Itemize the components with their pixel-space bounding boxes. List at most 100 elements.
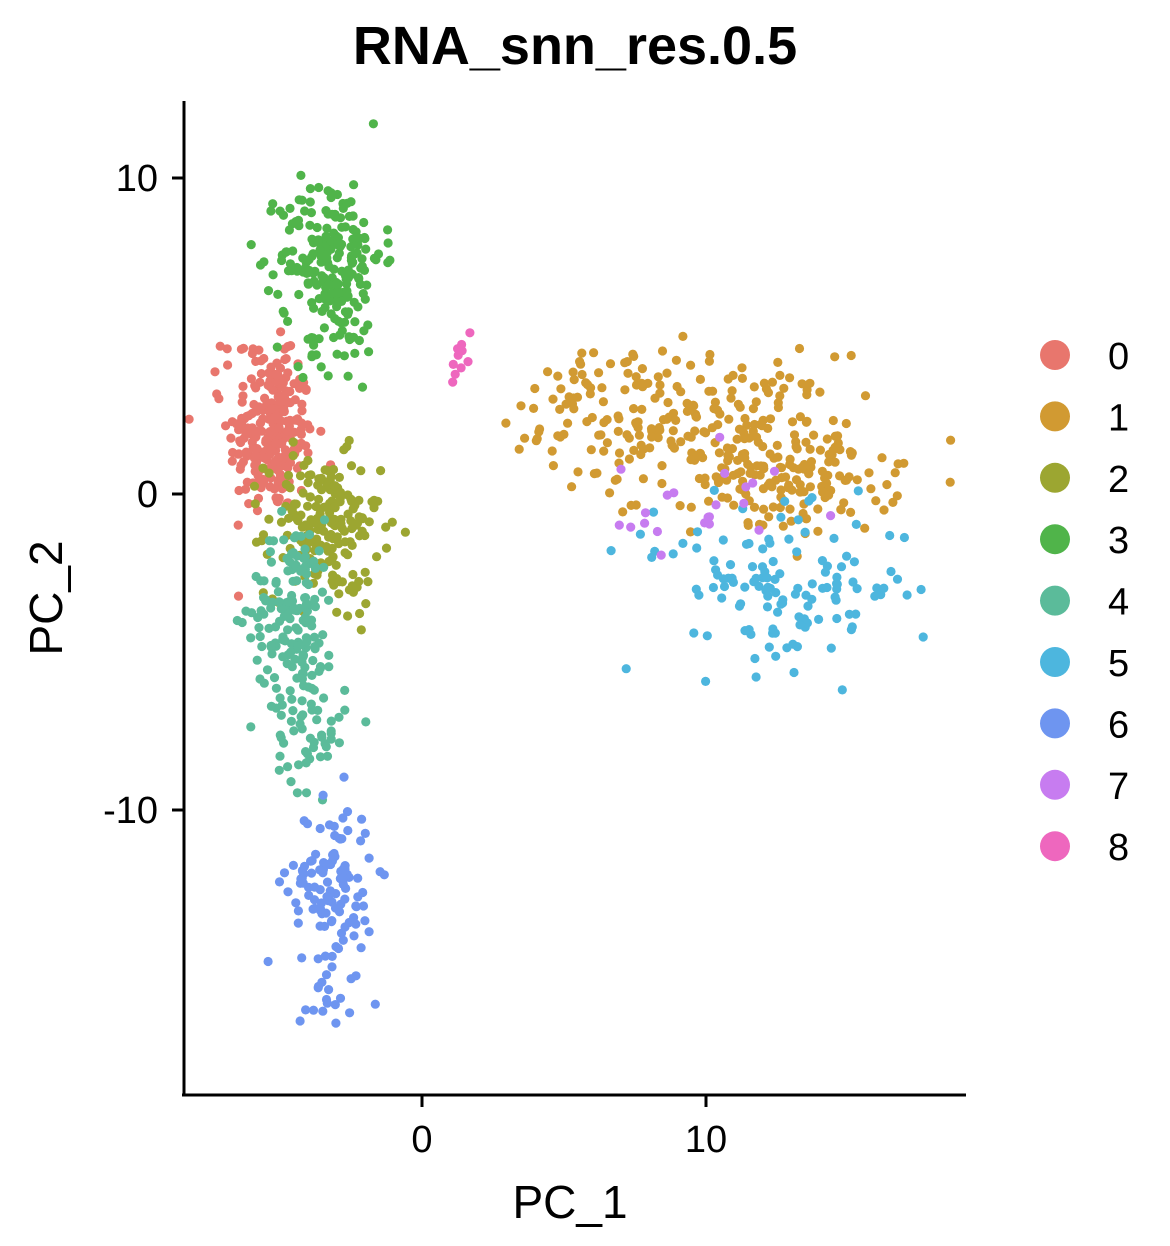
data-point-cluster-0 <box>246 374 256 384</box>
y-tick-label: -10 <box>103 790 158 832</box>
data-point-cluster-4 <box>292 788 302 798</box>
data-point-cluster-6 <box>320 951 330 961</box>
data-point-cluster-4 <box>317 732 327 742</box>
data-point-cluster-4 <box>286 777 296 787</box>
data-point-cluster-6 <box>342 807 353 817</box>
data-point-cluster-6 <box>375 867 385 877</box>
data-point-cluster-3 <box>277 255 287 266</box>
data-point-cluster-6 <box>327 951 337 962</box>
data-point-cluster-1 <box>795 412 806 422</box>
data-point-cluster-0 <box>210 367 220 377</box>
data-point-cluster-2 <box>347 581 357 591</box>
data-point-cluster-4 <box>282 553 292 564</box>
data-point-cluster-1 <box>899 458 909 468</box>
data-point-cluster-0 <box>250 460 260 470</box>
data-point-cluster-4 <box>334 738 344 748</box>
legend-swatch-5 <box>1040 647 1070 677</box>
data-point-cluster-2 <box>348 504 358 514</box>
data-point-cluster-1 <box>710 397 721 407</box>
data-point-cluster-0 <box>270 411 280 421</box>
data-point-cluster-7 <box>662 490 672 500</box>
data-point-cluster-1 <box>813 526 823 536</box>
data-point-cluster-0 <box>184 414 194 424</box>
data-point-cluster-5 <box>668 549 678 559</box>
data-point-cluster-1 <box>569 404 579 414</box>
data-point-cluster-1 <box>852 475 862 485</box>
y-tick-label: 0 <box>137 474 158 516</box>
data-point-cluster-8 <box>448 377 458 387</box>
data-point-cluster-3 <box>353 302 363 312</box>
data-point-cluster-5 <box>771 651 781 661</box>
data-point-cluster-0 <box>214 394 224 404</box>
data-point-cluster-8 <box>465 328 475 338</box>
data-point-cluster-5 <box>899 532 910 543</box>
data-point-cluster-2 <box>258 463 268 473</box>
data-point-cluster-1 <box>672 381 682 392</box>
data-point-cluster-6 <box>345 1008 355 1018</box>
data-point-cluster-1 <box>647 432 657 442</box>
data-point-cluster-5 <box>916 584 926 595</box>
data-point-cluster-4 <box>266 701 276 711</box>
data-point-cluster-1 <box>573 467 583 477</box>
data-point-cluster-0 <box>223 360 233 370</box>
data-point-cluster-5 <box>849 557 860 567</box>
data-point-cluster-1 <box>613 426 623 436</box>
data-point-cluster-0 <box>267 404 277 414</box>
data-point-cluster-0 <box>297 399 307 409</box>
data-point-cluster-5 <box>829 533 839 544</box>
data-point-cluster-5 <box>763 591 773 601</box>
data-point-cluster-6 <box>351 902 361 912</box>
data-point-cluster-5 <box>918 632 928 642</box>
data-point-cluster-7 <box>711 500 721 510</box>
data-point-cluster-6 <box>263 956 273 967</box>
data-point-cluster-1 <box>805 378 815 388</box>
data-point-cluster-0 <box>316 426 326 436</box>
data-point-cluster-1 <box>691 412 702 422</box>
data-point-cluster-3 <box>263 286 274 296</box>
data-point-cluster-6 <box>321 908 331 918</box>
data-point-cluster-1 <box>741 489 751 499</box>
data-point-cluster-1 <box>602 438 613 448</box>
data-point-cluster-3 <box>349 332 359 342</box>
data-point-cluster-1 <box>631 372 641 382</box>
data-point-cluster-3 <box>314 334 324 344</box>
data-point-cluster-5 <box>842 551 852 561</box>
data-point-cluster-2 <box>367 497 377 507</box>
data-point-cluster-2 <box>339 526 349 536</box>
data-point-cluster-3 <box>335 330 345 340</box>
data-point-cluster-4 <box>266 640 276 651</box>
data-point-cluster-7 <box>656 550 666 560</box>
data-point-cluster-1 <box>586 445 596 455</box>
legend-swatch-1 <box>1040 401 1070 432</box>
data-point-cluster-1 <box>561 399 571 409</box>
data-point-cluster-1 <box>662 368 672 378</box>
data-point-cluster-3 <box>316 362 326 372</box>
data-point-cluster-6 <box>315 823 325 834</box>
data-point-cluster-3 <box>343 291 353 301</box>
data-point-cluster-3 <box>309 303 319 313</box>
data-point-cluster-4 <box>264 536 274 546</box>
data-point-cluster-1 <box>563 418 573 428</box>
data-point-cluster-3 <box>268 199 278 209</box>
data-point-cluster-6 <box>349 931 359 941</box>
data-point-cluster-2 <box>264 514 274 524</box>
data-point-cluster-5 <box>762 573 772 583</box>
data-point-cluster-6 <box>322 892 332 902</box>
data-point-cluster-1 <box>827 450 837 460</box>
data-point-cluster-1 <box>740 453 750 463</box>
data-point-cluster-2 <box>312 534 322 544</box>
data-point-cluster-1 <box>658 415 669 425</box>
data-point-cluster-2 <box>400 527 410 537</box>
data-point-cluster-1 <box>785 373 795 383</box>
data-point-cluster-5 <box>709 556 719 566</box>
data-point-cluster-3 <box>306 208 316 218</box>
scatter-points <box>184 119 956 1028</box>
data-point-cluster-1 <box>828 415 838 426</box>
data-point-cluster-5 <box>728 577 739 588</box>
data-point-cluster-3 <box>281 247 291 257</box>
data-point-cluster-1 <box>726 393 736 403</box>
data-point-cluster-1 <box>655 425 665 435</box>
data-point-cluster-3 <box>363 320 373 330</box>
data-point-cluster-2 <box>346 461 357 471</box>
data-point-cluster-3 <box>278 306 288 316</box>
